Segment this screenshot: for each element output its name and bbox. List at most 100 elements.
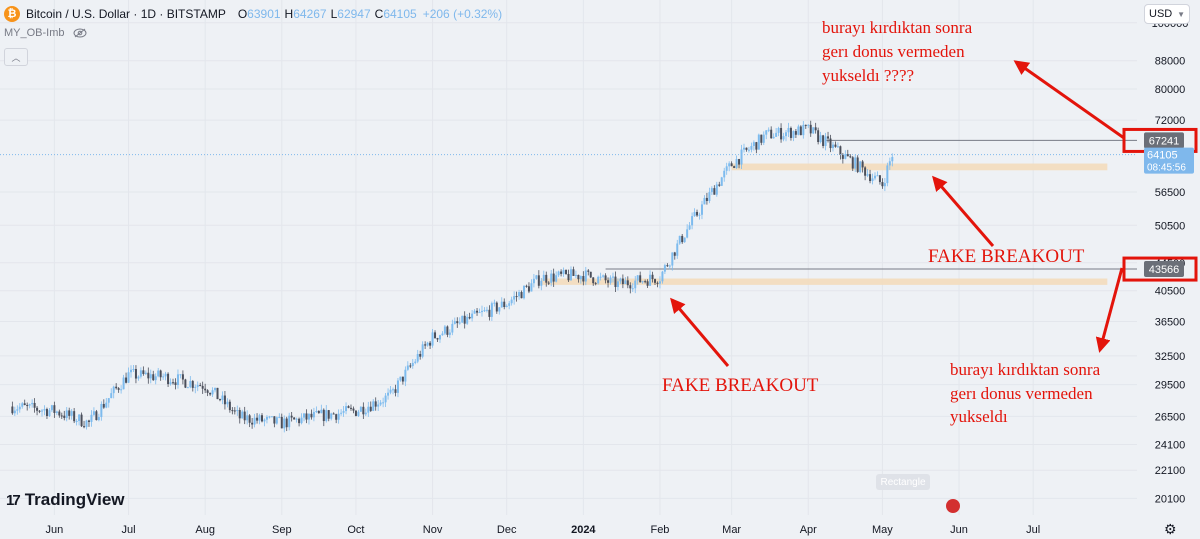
- candle-body: [888, 161, 891, 166]
- candle-body: [681, 235, 684, 243]
- candle-body: [834, 144, 837, 147]
- gear-icon[interactable]: ⚙: [1164, 521, 1177, 537]
- indicator-name: MY_OB-Imb: [4, 27, 65, 39]
- candle-body: [125, 377, 128, 383]
- candle-body: [550, 273, 553, 283]
- candle-body: [421, 344, 424, 357]
- candle-body: [139, 370, 142, 377]
- candle-body: [270, 416, 273, 418]
- price-tick-label: 80000: [1155, 84, 1186, 96]
- candle-body: [621, 278, 624, 285]
- candle-body: [167, 373, 170, 385]
- candle-body: [231, 410, 234, 412]
- candle-body: [802, 124, 805, 136]
- candle-body: [345, 406, 348, 412]
- arrow-to-bottom-annotation: [1095, 267, 1124, 353]
- candle-body: [760, 134, 763, 143]
- candle-body: [710, 188, 713, 193]
- candle-body: [243, 411, 246, 421]
- last-price-label: 64105: [1147, 150, 1178, 162]
- candle-body: [663, 265, 666, 272]
- candle-body: [401, 376, 404, 382]
- low-label: L: [330, 7, 338, 21]
- candle-body: [342, 411, 345, 413]
- candle-body: [740, 149, 743, 165]
- time-axis-label: 2024: [571, 524, 596, 536]
- candle-body: [723, 170, 726, 178]
- rectangle-tooltip[interactable]: Rectangle: [876, 474, 930, 490]
- support-zone: [731, 163, 1108, 171]
- candle-body: [236, 410, 239, 412]
- symbol-title[interactable]: Bitcoin / U.S. Dollar · 1D · BITSTAMP: [26, 7, 226, 21]
- candle-body: [503, 301, 506, 307]
- candle-body: [644, 281, 647, 283]
- annotation-top-line3: yukseldı ????: [822, 66, 915, 85]
- candle-body: [414, 361, 417, 363]
- candle-body: [846, 154, 849, 157]
- candle-body: [530, 283, 533, 292]
- candle-body: [31, 402, 34, 405]
- candle-body: [604, 275, 607, 281]
- arrow-fake-breakout-upper: [932, 175, 995, 247]
- candle-body: [251, 422, 254, 425]
- candle-body: [864, 167, 867, 176]
- candle-body: [218, 399, 221, 401]
- indicator-legend[interactable]: MY_OB-Imb: [4, 27, 87, 39]
- candle-body: [849, 156, 852, 158]
- price-tick-label: 26500: [1155, 411, 1186, 423]
- candle-body: [589, 271, 592, 278]
- candle-body: [364, 412, 367, 415]
- candle-body: [567, 274, 570, 281]
- candle-body: [775, 132, 778, 137]
- eye-off-icon[interactable]: [73, 28, 87, 38]
- candle-body: [886, 165, 889, 184]
- candle-body: [483, 310, 486, 312]
- candle-body: [542, 274, 545, 281]
- candle-body: [186, 387, 189, 389]
- candle-body: [134, 369, 137, 379]
- tradingview-logo[interactable]: 17 TradingView: [6, 490, 125, 510]
- candle-body: [11, 406, 14, 414]
- candle-body: [841, 154, 844, 159]
- candle-body: [256, 417, 259, 421]
- candle-body: [532, 278, 535, 284]
- candle-body: [233, 410, 236, 412]
- candle-body: [416, 354, 419, 362]
- candle-body: [824, 136, 827, 146]
- time-axis-label: May: [872, 524, 893, 536]
- high-value: 64267: [293, 7, 327, 21]
- candle-body: [147, 372, 150, 379]
- price-tick-label: 50500: [1155, 220, 1186, 232]
- open-value: 63901: [247, 7, 281, 21]
- candle-body: [577, 274, 580, 280]
- fake-breakout-label-upper: FAKE BREAKOUT: [928, 246, 1085, 267]
- candle-body: [144, 372, 147, 374]
- candle-body: [733, 166, 736, 168]
- candle-body: [587, 270, 590, 272]
- candle-body: [698, 214, 701, 216]
- candle-body: [92, 411, 95, 415]
- candle-body: [866, 174, 869, 176]
- candle-body: [654, 279, 657, 283]
- candle-body: [172, 382, 175, 384]
- currency-select[interactable]: USD ▼: [1144, 4, 1190, 24]
- candle-body: [43, 409, 46, 411]
- candle-body: [777, 128, 780, 133]
- candle-body: [102, 403, 105, 408]
- candle-body: [58, 411, 61, 416]
- candle-body: [115, 386, 118, 389]
- candle-body: [480, 310, 483, 313]
- candle-body: [688, 225, 691, 230]
- candle-body: [312, 412, 315, 418]
- candle-body: [392, 389, 395, 391]
- candle-body: [468, 316, 471, 319]
- candle-body: [169, 382, 172, 385]
- candle-body: [792, 131, 795, 138]
- candle-body: [214, 387, 217, 391]
- candle-body: [362, 406, 365, 415]
- candle-body: [347, 406, 350, 408]
- candle-body: [624, 280, 627, 285]
- collapse-legend-button[interactable]: ︿: [4, 48, 28, 66]
